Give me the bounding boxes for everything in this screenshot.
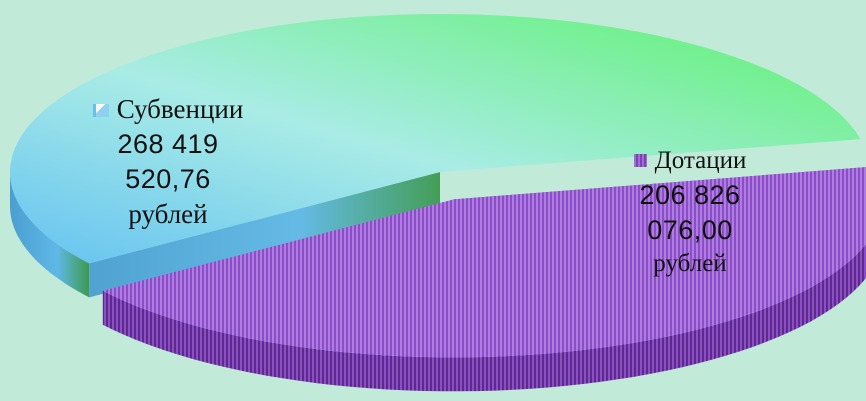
slice-name-dotations: Дотации bbox=[654, 147, 747, 174]
pie-slice-subventions bbox=[10, 14, 861, 298]
pie-slice-dotations bbox=[102, 167, 866, 392]
slice-value-line2-dotations: 076,00 bbox=[647, 214, 733, 245]
slice-label-dotations: Дотации 206 826 076,00 рублей bbox=[600, 145, 780, 280]
pie-slice-side-dotations bbox=[102, 244, 866, 392]
slice-unit-subventions: рублей bbox=[128, 199, 208, 230]
slice-label-subventions: Субвенции 268 419 520,76 рублей bbox=[68, 92, 268, 232]
pie-slice-cut-subventions bbox=[89, 172, 440, 298]
slice-name-subventions: Субвенции bbox=[116, 94, 244, 124]
legend-key-subventions bbox=[92, 104, 109, 117]
pie-slice-top-dotations bbox=[102, 167, 866, 358]
pie-slice-top-subventions bbox=[10, 14, 861, 264]
slice-value-line2-subventions: 520,76 bbox=[125, 164, 211, 195]
pie-slice-side-subventions bbox=[10, 172, 90, 298]
slice-value-line1-dotations: 206 826 bbox=[639, 179, 741, 210]
slice-value-line1-subventions: 268 419 bbox=[117, 129, 219, 160]
slice-unit-dotations: рублей bbox=[653, 249, 727, 277]
legend-key-dotations bbox=[633, 154, 647, 167]
